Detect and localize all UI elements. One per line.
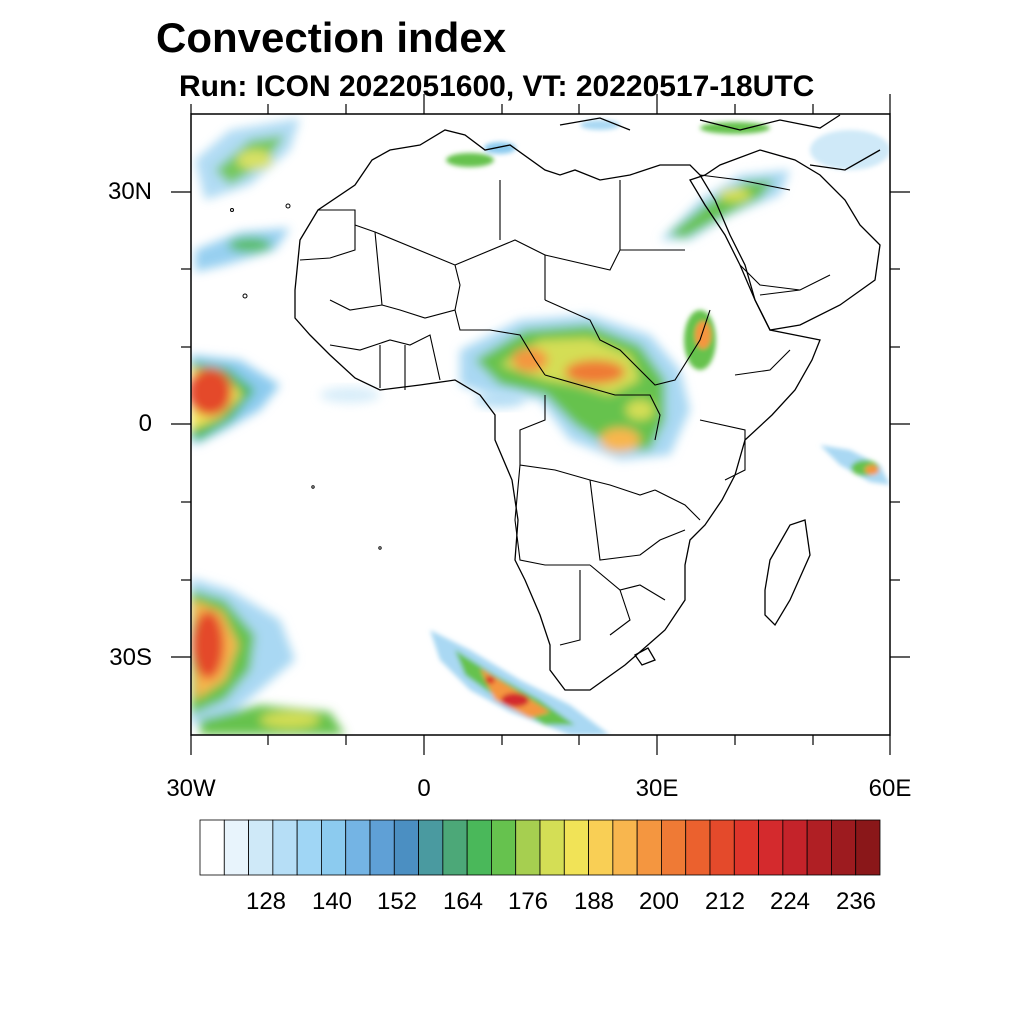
colorbar-swatch: [296, 819, 322, 876]
colorbar-swatch: [855, 819, 881, 876]
colorbar-swatch: [223, 819, 249, 876]
colorbar-label: 140: [311, 888, 353, 915]
colorbar-swatch: [272, 819, 298, 876]
country-borders: [299, 174, 831, 646]
colorbar-label: 188: [573, 888, 615, 915]
colorbar-swatch: [636, 819, 662, 876]
lon-label-0: 0: [417, 775, 431, 802]
colorbar-label: 152: [376, 888, 418, 915]
colorbar-swatch: [418, 819, 444, 876]
islands: [230, 203, 382, 550]
lon-label-60e: 60E: [868, 775, 912, 802]
colorbar-label: 176: [507, 888, 549, 915]
colorbar-swatch: [515, 819, 541, 876]
lon-label-30w: 30W: [166, 775, 216, 802]
colorbar-swatch: [588, 819, 614, 876]
colorbar-swatch: [491, 819, 517, 876]
lat-label-30n: 30N: [107, 178, 152, 205]
colorbar-swatch: [321, 819, 347, 876]
colorbar-label: 236: [835, 888, 877, 915]
convection-field: [191, 118, 890, 735]
colorbar-label: 164: [442, 888, 484, 915]
colorbar-swatch: [248, 819, 274, 876]
colorbar-swatch: [806, 819, 832, 876]
colorbar-swatch: [733, 819, 759, 876]
colorbar-swatch: [442, 819, 468, 876]
axis-ticks: [171, 94, 910, 755]
colorbar: [199, 819, 881, 876]
colorbar-label: 212: [704, 888, 746, 915]
colorbar-label: 128: [245, 888, 287, 915]
figure-subtitle: Run: ICON 2022051600, VT: 20220517-18UTC: [179, 70, 815, 103]
colorbar-swatch: [369, 819, 395, 876]
lat-label-30s: 30S: [109, 644, 152, 671]
colorbar-swatch: [685, 819, 711, 876]
colorbar-label: 224: [769, 888, 811, 915]
colorbar-swatch: [831, 819, 857, 876]
lat-label-0: 0: [138, 410, 152, 437]
colorbar-swatch: [661, 819, 687, 876]
colorbar-swatch: [466, 819, 492, 876]
figure-title: Convection index: [156, 14, 507, 61]
colorbar-label: 200: [638, 888, 680, 915]
colorbar-swatch: [539, 819, 565, 876]
colorbar-swatch: [563, 819, 589, 876]
lon-label-30e: 30E: [635, 775, 679, 802]
colorbar-swatch: [709, 819, 735, 876]
colorbar-swatch: [612, 819, 638, 876]
colorbar-swatch: [199, 819, 225, 876]
map-frame: [190, 113, 891, 736]
colorbar-swatch: [393, 819, 419, 876]
colorbar-swatch: [782, 819, 808, 876]
colorbar-swatch: [758, 819, 784, 876]
colorbar-swatch: [345, 819, 371, 876]
